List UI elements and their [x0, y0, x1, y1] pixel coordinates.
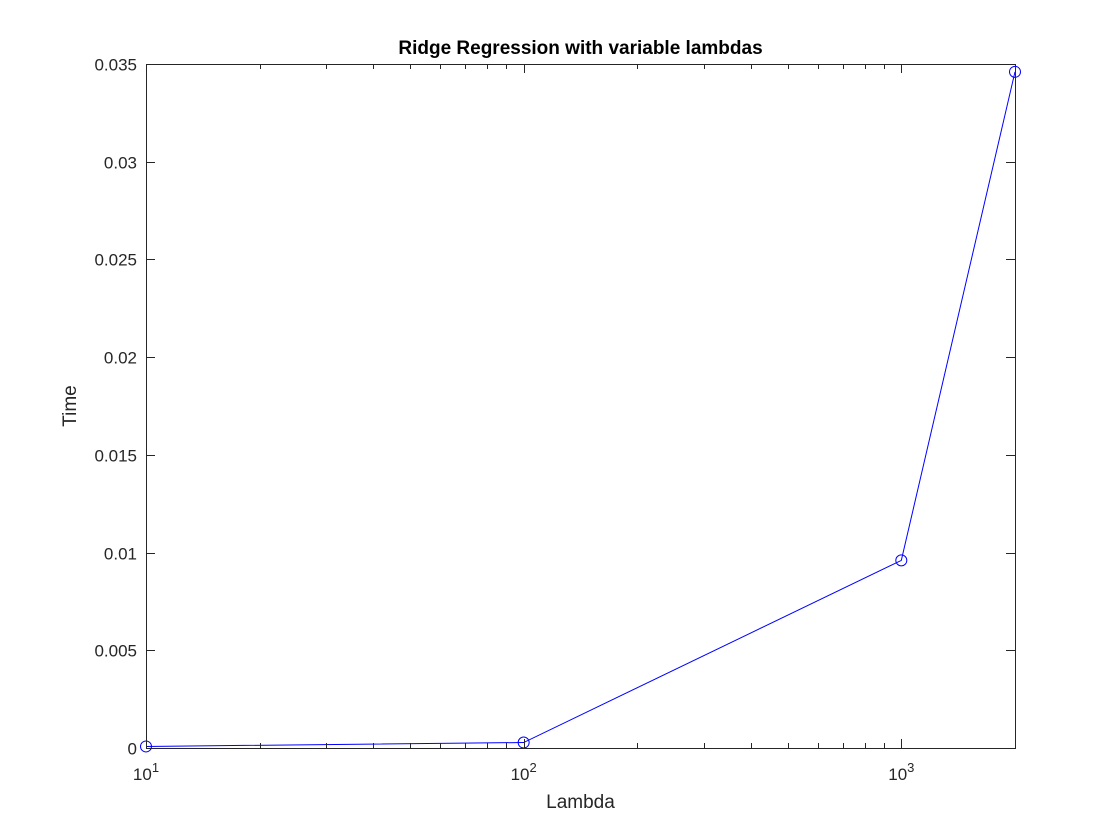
y-tick-label: 0.02 [104, 349, 137, 368]
series-line [145, 71, 1016, 747]
plot-layer [140, 65, 1021, 753]
axes-layer: 101 102 103 0 0.005 0.01 0.015 0.02 0.025 0.03 0.… [94, 56, 1016, 784]
x-axis-tick-labels: 101 102 103 [133, 760, 914, 784]
y-axis-title: Time [60, 385, 81, 427]
x-tick-label: 102 [511, 760, 537, 784]
y-tick-label: 0.025 [94, 251, 137, 270]
data-point-marker [895, 554, 908, 567]
y-axis-ticks [146, 64, 1015, 749]
y-tick-label: 0.035 [94, 56, 137, 75]
x-axis-ticks [146, 64, 1016, 748]
chart-title: Ridge Regression with variable lambdas [398, 38, 762, 59]
y-tick-label: 0 [128, 740, 137, 759]
y-tick-label: 0.01 [104, 545, 137, 564]
x-axis-title: Lambda [546, 792, 615, 813]
x-tick-label: 101 [133, 760, 159, 784]
y-tick-label: 0.03 [104, 154, 137, 173]
x-tick-label: 103 [888, 760, 914, 784]
y-axis-tick-labels: 0 0.005 0.01 0.015 0.02 0.025 0.03 0.035 [94, 56, 137, 759]
y-tick-label: 0.005 [94, 642, 137, 661]
y-tick-label: 0.015 [94, 447, 137, 466]
axes-box [146, 64, 1016, 749]
